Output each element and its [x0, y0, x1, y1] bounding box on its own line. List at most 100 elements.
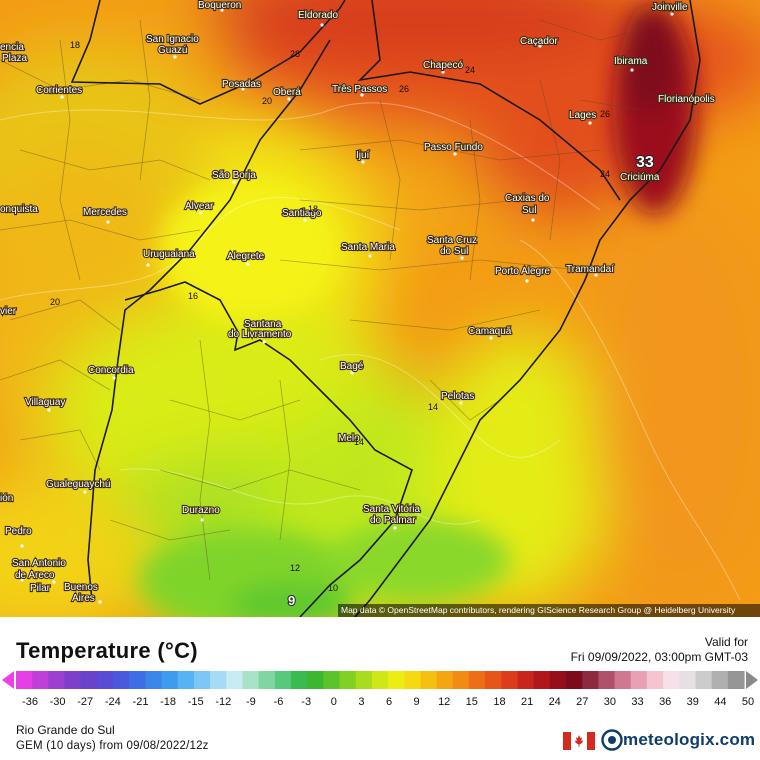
- scale-tick-label: -12: [215, 696, 231, 708]
- scale-cell: [727, 671, 745, 689]
- scale-cell: [64, 671, 82, 689]
- scale-cell: [420, 671, 438, 689]
- svg-text:do Livramento: do Livramento: [228, 329, 292, 340]
- city-gualeguaychu: Gualeguaychú: [45, 478, 112, 494]
- city-melo: Melo: [337, 432, 361, 445]
- isotherm-label: 24: [465, 65, 475, 75]
- city-criciuma: Criciúma: [619, 171, 661, 184]
- scale-cell: [582, 671, 599, 689]
- scale-tick-label: 21: [521, 696, 533, 708]
- city-florianopolis: Florianópolis: [657, 93, 716, 106]
- scale-cell: [646, 671, 664, 689]
- scale-cell: [113, 671, 130, 689]
- city-san-ignacio: San Ignacio: [146, 34, 199, 45]
- scale-cell: [630, 671, 648, 689]
- svg-text:Ibirama: Ibirama: [614, 56, 648, 67]
- admin-boundaries: [0, 19, 641, 581]
- scale-cell: [711, 671, 729, 689]
- scale-tick-label: -15: [188, 696, 204, 708]
- country-borders: [70, 0, 701, 617]
- scale-cell: [614, 671, 632, 689]
- svg-text:Gualeguaychú: Gualeguaychú: [46, 479, 111, 490]
- svg-text:Pilar: Pilar: [30, 583, 51, 594]
- scale-cell: [80, 671, 98, 689]
- scale-cell: [210, 671, 227, 689]
- scale-cell: [291, 671, 308, 689]
- city-durazno: Durazno: [181, 504, 221, 522]
- scale-cell: [388, 671, 405, 689]
- scale-cell: [258, 671, 276, 689]
- svg-text:Corrientes: Corrientes: [36, 85, 82, 96]
- city-eldorado: Eldorado: [297, 9, 340, 27]
- scale-cell: [96, 671, 114, 689]
- scale-cell: [355, 671, 373, 689]
- scale-tick-label: -36: [22, 696, 38, 708]
- svg-text:de Areco: de Areco: [15, 570, 55, 581]
- svg-text:Florianópolis: Florianópolis: [658, 94, 715, 105]
- svg-text:Tramandaí: Tramandaí: [566, 264, 614, 275]
- scale-tick-label: 44: [714, 696, 726, 708]
- svg-text:Aires: Aires: [72, 593, 95, 604]
- svg-text:Criciúma: Criciúma: [620, 172, 660, 183]
- scale-tick-label: 39: [687, 696, 699, 708]
- scale-cell: [339, 671, 357, 689]
- city-santiago: Santiago: [281, 207, 323, 222]
- brand[interactable]: meteologix.com: [563, 729, 755, 753]
- city-bage: Bagé: [339, 360, 365, 375]
- isotherm-label: 28: [290, 49, 300, 59]
- svg-text:Chapecó: Chapecó: [423, 60, 463, 71]
- city-chapeco: Chapecó: [422, 59, 465, 74]
- scale-cell: [436, 671, 454, 689]
- isotherm-lines: [0, 102, 741, 601]
- scale-cell: [177, 671, 195, 689]
- city-posadas: Posadas: [221, 78, 262, 91]
- scale-right-arrow: [746, 671, 758, 689]
- city-aires: Aires: [71, 592, 102, 605]
- scale-cell: [501, 671, 519, 689]
- city-plaza: Plaza: [2, 53, 27, 64]
- svg-text:Concordia: Concordia: [88, 365, 134, 376]
- scale-tick-label: 6: [386, 696, 392, 708]
- isotherm-label-max: 33: [636, 154, 654, 171]
- svg-text:Boqueron: Boqueron: [198, 0, 241, 11]
- scale-tick-label: 27: [576, 696, 588, 708]
- scale-cell: [468, 671, 486, 689]
- scale-tick-label: 33: [631, 696, 643, 708]
- svg-text:São Borja: São Borja: [212, 170, 256, 181]
- svg-text:Alegrete: Alegrete: [227, 251, 265, 262]
- city-passo-fundo: Passo Fundo: [423, 141, 484, 156]
- scale-cell: [404, 671, 422, 689]
- city-onquista: onquista: [0, 204, 38, 215]
- scale-left-arrow: [2, 671, 14, 689]
- isotherm-label: 26: [399, 84, 409, 94]
- temperature-map[interactable]: Boqueron Eldorado Joinville encia Plaza …: [0, 0, 760, 617]
- city-alvear: Alvear: [184, 200, 215, 215]
- isotherm-label: 16: [188, 291, 198, 301]
- scale-tick-label: -30: [50, 696, 66, 708]
- city-santa-cruz: Santa Cruz: [427, 235, 477, 246]
- scale-cell: [663, 671, 680, 689]
- isotherm-label: 14: [354, 437, 364, 447]
- city-cacador: Caçador: [519, 35, 560, 48]
- city-santa-maria: Santa Maria: [340, 241, 396, 258]
- scale-tick-label: 15: [466, 696, 478, 708]
- city-villaguay: Villaguay: [24, 396, 67, 412]
- svg-text:Lages: Lages: [569, 110, 596, 121]
- scale-cell: [452, 671, 470, 689]
- scale-cell: [161, 671, 179, 689]
- scale-cell: [371, 671, 389, 689]
- city-tres-passos: Três Passos: [331, 83, 388, 97]
- svg-text:Durazno: Durazno: [182, 505, 220, 516]
- city-pelotas: Pelotas: [440, 390, 475, 405]
- scale-cell: [598, 671, 616, 689]
- color-scale: -36 -30 -27 -24 -21 -18 -15 -12 -9 -6 -3 0 3 6 9 12 15 18…: [2, 671, 758, 708]
- scale-tick-label: 3: [358, 696, 364, 708]
- city-caxias-sul: Sul: [521, 204, 538, 222]
- city-lages: Lages: [568, 109, 597, 125]
- city-vier: vier: [0, 306, 17, 317]
- scale-tick-label: -9: [246, 696, 256, 708]
- city-livramento: do Livramento: [227, 328, 293, 344]
- scale-cell: [566, 671, 583, 689]
- svg-text:Joinville: Joinville: [652, 2, 688, 13]
- map-attribution: Map data © OpenStreetMap contributors, r…: [338, 604, 760, 617]
